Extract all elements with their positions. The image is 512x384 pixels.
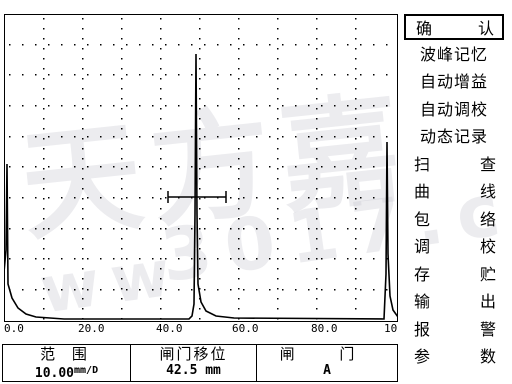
menu-item-label-right: 线	[480, 179, 496, 205]
menu-item[interactable]: 存贮	[404, 262, 504, 288]
menu-item-label-left: 报	[414, 317, 430, 343]
echo-waveform	[4, 54, 398, 319]
menu-item-label-left: 参	[414, 344, 430, 370]
menu-item[interactable]: 调校	[404, 234, 504, 260]
menu-item-label-right: 认	[478, 16, 494, 38]
gate-shift-cell[interactable]: 闸门移位 42.5 mm	[131, 345, 257, 381]
menu-item[interactable]: 输出	[404, 289, 504, 315]
gate-cell[interactable]: 闸 门 A	[257, 345, 397, 381]
menu-item-label-right: 查	[480, 152, 496, 178]
menu-item-label-left: 存	[414, 262, 430, 288]
menu-item-label-right: 警	[480, 317, 496, 343]
range-value: 10.00mm/D	[3, 363, 130, 382]
function-menu: 确认波峰记忆 自动增益 自动调校 动态记录扫查曲线包络调校存贮输出报警参数	[400, 14, 508, 384]
menu-item[interactable]: 自动增益	[404, 69, 504, 95]
range-number: 10.00	[35, 366, 74, 381]
menu-item[interactable]: 波峰记忆	[404, 42, 504, 68]
menu-item-label-right: 络	[480, 207, 496, 233]
gate-label: 闸 门	[257, 345, 397, 363]
menu-item[interactable]: 动态记录	[404, 124, 504, 150]
menu-item-label: 波峰记忆	[420, 42, 488, 68]
range-cell[interactable]: 范 围 10.00mm/D	[3, 345, 131, 381]
x-tick-label: 40.0	[156, 323, 183, 335]
menu-item[interactable]: 扫查	[404, 152, 504, 178]
menu-item-label-right: 出	[480, 289, 496, 315]
menu-item-label-right: 贮	[480, 262, 496, 288]
menu-item-label-left: 包	[414, 207, 430, 233]
a-scan-plot	[4, 14, 398, 322]
x-tick-label: 80.0	[311, 323, 338, 335]
menu-item-label-right: 校	[480, 234, 496, 260]
menu-item[interactable]: 确认	[404, 14, 504, 40]
x-tick-label: 20.0	[78, 323, 105, 335]
menu-item-label-left: 调	[414, 234, 430, 260]
x-tick-label: 10	[384, 323, 397, 335]
a-scan-svg	[4, 14, 398, 322]
menu-item[interactable]: 报警	[404, 317, 504, 343]
gate-shift-value: 42.5 mm	[131, 363, 256, 379]
menu-item-label-left: 扫	[414, 152, 430, 178]
x-tick-label: 60.0	[232, 323, 259, 335]
menu-item-label: 自动增益	[420, 69, 488, 95]
menu-item[interactable]: 参数	[404, 344, 504, 370]
menu-item[interactable]: 包络	[404, 207, 504, 233]
menu-item-label: 动态记录	[420, 124, 488, 150]
range-label: 范 围	[3, 345, 130, 363]
range-unit: mm/D	[74, 365, 98, 376]
plot-frame	[5, 15, 398, 322]
x-tick-label: 0.0	[4, 323, 24, 335]
gate-shift-label: 闸门移位	[131, 345, 256, 363]
menu-item-label-left: 输	[414, 289, 430, 315]
menu-item[interactable]: 曲线	[404, 179, 504, 205]
menu-item-label-right: 数	[480, 344, 496, 370]
gate-value: A	[257, 363, 397, 379]
menu-item-label: 自动调校	[420, 97, 488, 123]
menu-item-label-left: 曲	[414, 179, 430, 205]
status-bar: 范 围 10.00mm/D 闸门移位 42.5 mm 闸 门 A	[2, 344, 398, 382]
menu-item[interactable]: 自动调校	[404, 97, 504, 123]
menu-item-label-left: 确	[416, 16, 432, 38]
